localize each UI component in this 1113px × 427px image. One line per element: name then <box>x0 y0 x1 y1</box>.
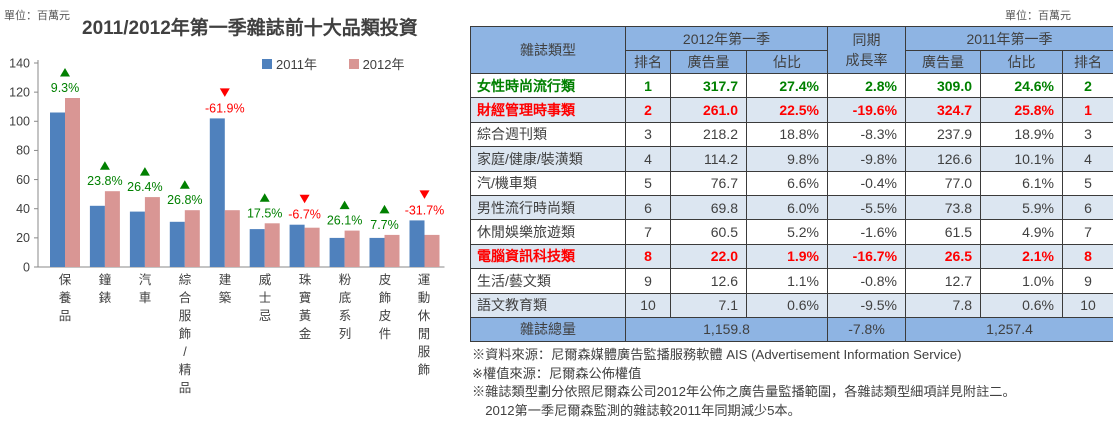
svg-text:-6.7%: -6.7% <box>288 208 321 222</box>
svg-text:26.4%: 26.4% <box>127 180 162 194</box>
svg-text:26.1%: 26.1% <box>327 214 362 228</box>
svg-text:7.7%: 7.7% <box>370 218 399 232</box>
svg-text:23.8%: 23.8% <box>87 174 122 188</box>
svg-text:100: 100 <box>9 115 30 129</box>
svg-text:60: 60 <box>16 173 30 187</box>
svg-text:-61.9%: -61.9% <box>205 101 245 115</box>
svg-text:9.3%: 9.3% <box>51 81 80 95</box>
svg-text:40: 40 <box>16 202 30 216</box>
svg-text:-31.7%: -31.7% <box>405 203 445 217</box>
svg-text:20: 20 <box>16 231 30 245</box>
svg-text:120: 120 <box>9 85 30 99</box>
svg-text:17.5%: 17.5% <box>247 206 282 220</box>
svg-text:26.8%: 26.8% <box>167 193 202 207</box>
svg-text:80: 80 <box>16 144 30 158</box>
svg-text:140: 140 <box>9 56 30 70</box>
